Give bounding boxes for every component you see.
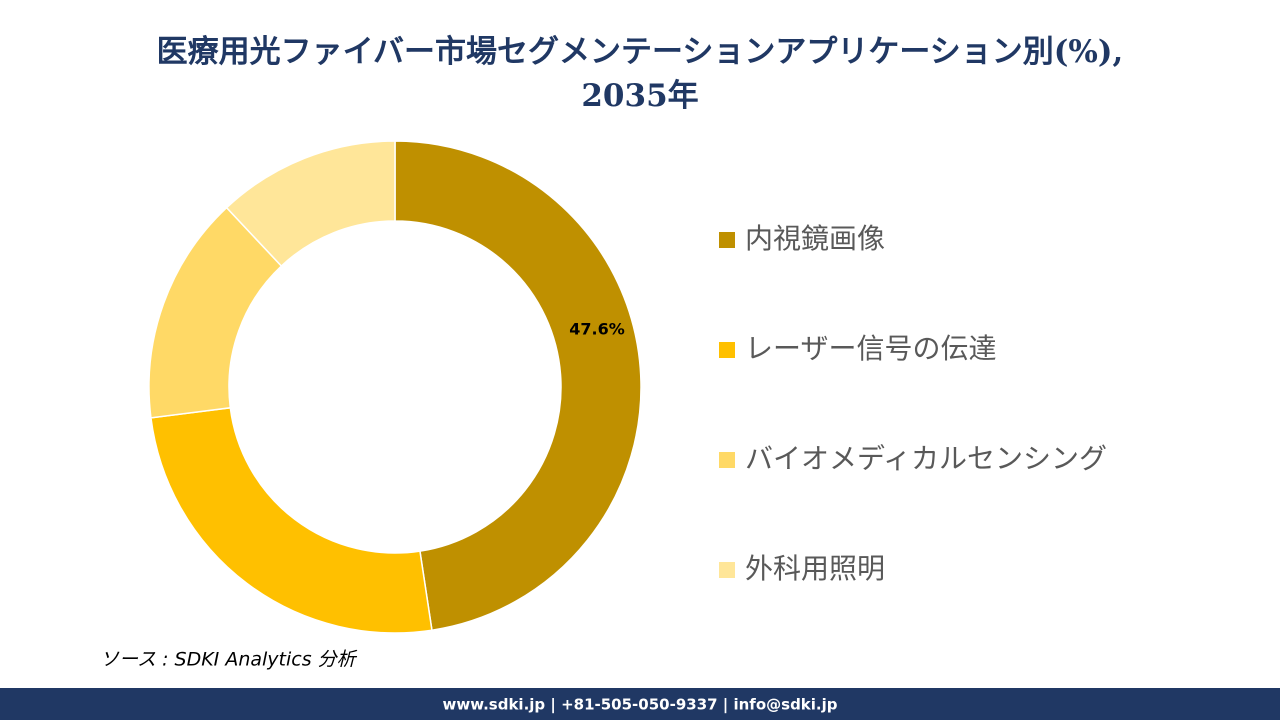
legend-swatch [719,342,735,358]
donut-segment [150,406,433,634]
legend-label: レーザー信号の伝達 [745,332,996,365]
data-label: 47.6% [569,320,625,339]
legend-swatch [719,562,735,578]
donut-segment [225,140,396,268]
legend-swatch [719,232,735,248]
legend-label: 内視鏡画像 [745,222,885,255]
chart-title: 医療用光ファイバー市場セグメンテーションアプリケーション別(%), [157,34,1124,70]
footer-bar [0,688,1280,720]
chart-title: 2035年 [581,78,698,114]
footer: www.sdki.jp | +81-505-050-9337 | info@sd… [442,696,837,715]
legend-label: 外科用照明 [745,552,885,585]
legend-label: バイオメディカルセンシング [745,442,1107,475]
donut-segment [394,140,642,632]
legend-swatch [719,452,735,468]
source: ソース : SDKI Analytics 分析 [100,649,358,671]
